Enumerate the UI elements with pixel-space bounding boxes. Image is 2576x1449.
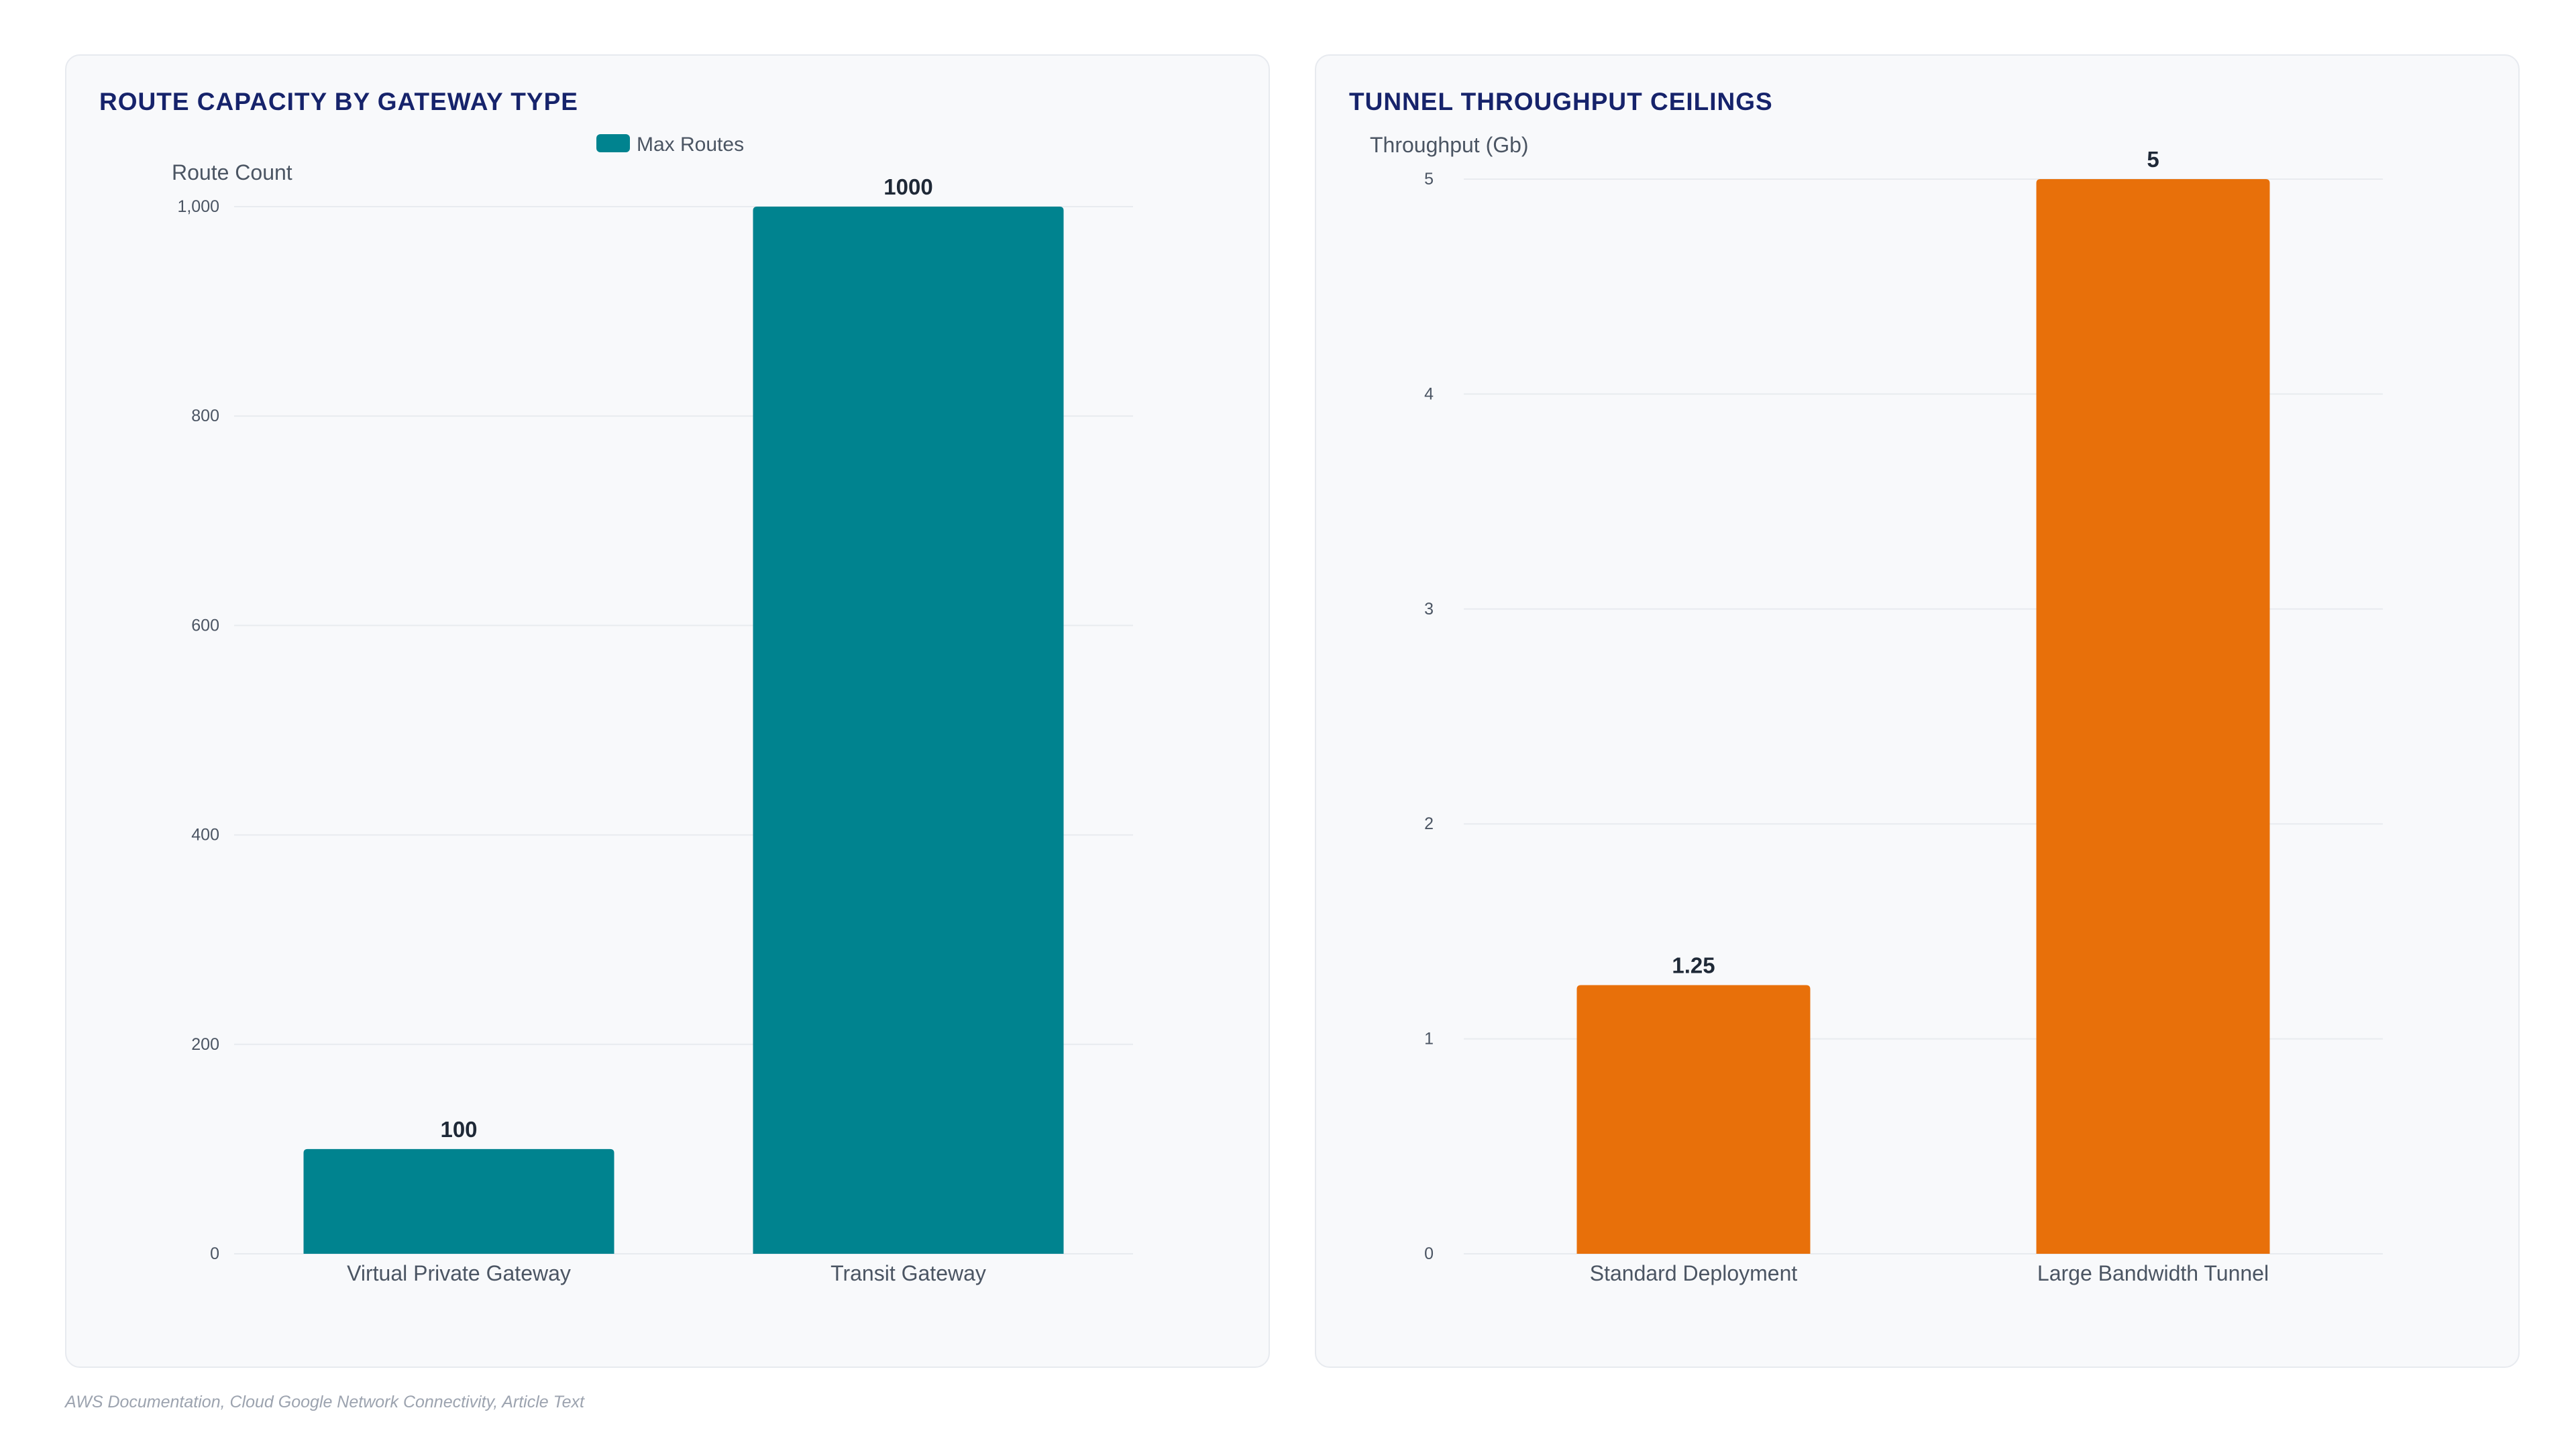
y-tick-label: 400 — [191, 826, 219, 845]
y-tick-label: 1,000 — [177, 197, 219, 216]
bar-value-label: 5 — [2147, 147, 2159, 172]
y-tick-label: 1 — [1424, 1030, 1434, 1049]
x-category-label: Large Bandwidth Tunnel — [2037, 1261, 2269, 1285]
x-category-label: Transit Gateway — [830, 1261, 986, 1285]
legend-swatch — [596, 134, 630, 152]
y-tick-label: 600 — [191, 616, 219, 635]
y-axis-title: Throughput (Gb) — [1370, 133, 1529, 157]
bar-value-label: 100 — [440, 1117, 477, 1142]
x-category-label: Standard Deployment — [1590, 1261, 1798, 1285]
y-tick-label: 2 — [1424, 814, 1434, 833]
y-tick-label: 4 — [1424, 384, 1434, 403]
bar-value-label: 1000 — [883, 174, 932, 199]
y-tick-label: 200 — [191, 1035, 219, 1054]
legend-label: Max Routes — [637, 133, 744, 156]
bar-standard-deployment — [1576, 985, 1811, 1254]
x-category-label: Virtual Private Gateway — [347, 1261, 571, 1285]
y-tick-label: 5 — [1424, 170, 1434, 189]
chart-title: ROUTE CAPACITY BY GATEWAY TYPE — [99, 88, 578, 115]
bar-transit-gateway — [753, 207, 1064, 1254]
route-capacity-bar-chart: 0 200 400 600 800 1,000 Route Count Max Routes 1… — [172, 133, 1133, 1285]
bar-value-label: 1.25 — [1672, 953, 1715, 978]
y-tick-label: 0 — [1424, 1244, 1434, 1263]
y-tick-label: 800 — [191, 407, 219, 425]
source-note: AWS Documentation, Cloud Google Network … — [65, 1393, 584, 1411]
bar-large-bandwidth-tunnel — [2036, 179, 2270, 1254]
chart-title: TUNNEL THROUGHPUT CEILINGS — [1349, 88, 1773, 115]
tunnel-throughput-bar-chart: 0 1 2 3 4 5 Throughput (Gb) 1.25 Standard Deploy… — [1370, 133, 2383, 1285]
bar-virtual-private-gateway — [303, 1148, 614, 1254]
y-tick-label: 3 — [1424, 600, 1434, 619]
route-capacity-chart-panel: ROUTE CAPACITY BY GATEWAY TYPE 0 200 400 60… — [65, 54, 1270, 1368]
y-axis-title: Route Count — [172, 160, 292, 184]
y-tick-label: 0 — [210, 1244, 219, 1263]
tunnel-throughput-chart-panel: TUNNEL THROUGHPUT CEILINGS 0 1 2 3 4 5 Through… — [1315, 54, 2520, 1368]
